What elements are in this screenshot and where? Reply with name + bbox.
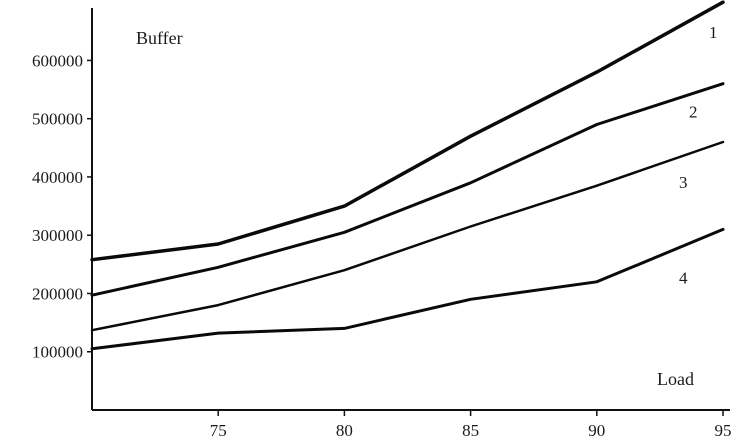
series-line-4 — [90, 227, 725, 351]
series-line-3 — [90, 140, 725, 332]
y-ticks: 100000 200000 300000 400000 500000 600000 — [32, 51, 92, 362]
y-tick-label: 400000 — [32, 168, 83, 187]
series-label-1: 1 — [709, 23, 718, 42]
y-tick-label: 300000 — [32, 226, 83, 245]
x-axis-title: Load — [657, 369, 694, 389]
series-label-4: 4 — [679, 268, 688, 287]
series-line-2 — [90, 82, 725, 297]
x-ticks: 75 80 85 90 95 — [210, 410, 732, 440]
series-labels: 1 2 3 4 — [679, 23, 718, 287]
y-tick-label: 500000 — [32, 110, 83, 129]
y-tick-label: 600000 — [32, 51, 83, 70]
x-tick-label: 80 — [336, 421, 353, 440]
x-tick-label: 75 — [210, 421, 227, 440]
x-tick-label: 95 — [715, 421, 732, 440]
y-tick-label: 100000 — [32, 343, 83, 362]
y-axis-title: Buffer — [136, 28, 183, 48]
series-label-2: 2 — [689, 103, 698, 122]
series-group — [90, 0, 725, 351]
x-tick-label: 85 — [462, 421, 479, 440]
plot-area: 75 80 85 90 95 100000 200000 300000 400000 50000… — [32, 0, 732, 440]
series-line-1 — [90, 0, 725, 262]
x-tick-label: 90 — [588, 421, 605, 440]
series-label-3: 3 — [679, 173, 688, 192]
y-tick-label: 200000 — [32, 284, 83, 303]
